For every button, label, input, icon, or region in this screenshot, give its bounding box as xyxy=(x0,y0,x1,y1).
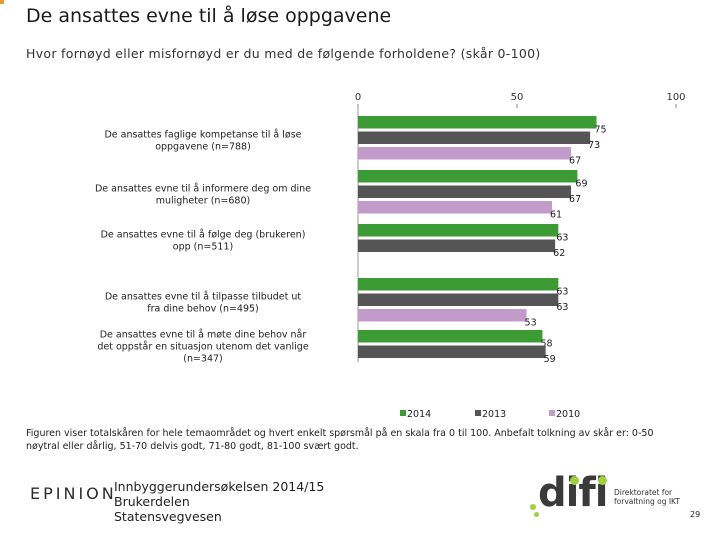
x-tick-label: 0 xyxy=(355,92,361,103)
data-label: 63 xyxy=(556,233,568,244)
project-info: Innbyggerundersøkelsen 2014/15 Brukerdel… xyxy=(114,479,324,524)
difi-logo-dot xyxy=(530,504,536,510)
corner-accent xyxy=(0,0,4,4)
data-label: 75 xyxy=(595,125,607,136)
bar-2013 xyxy=(358,185,572,198)
category-label: muligheter (n=680) xyxy=(156,195,250,206)
footnote: Figuren viser totalskåren for hele temao… xyxy=(26,428,654,452)
data-label: 73 xyxy=(588,140,600,151)
data-label: 58 xyxy=(540,339,552,350)
epinion-logo: EPINION xyxy=(30,484,117,503)
bar-2014 xyxy=(358,330,543,343)
bar-2010 xyxy=(358,201,552,214)
legend-swatch-2014 xyxy=(400,410,406,416)
bar-2014 xyxy=(358,170,578,183)
category-label: (n=347) xyxy=(183,354,223,365)
category-label: De ansattes evne til å følge deg (bruker… xyxy=(101,230,306,241)
category-label: De ansattes evne til å møte dine behov n… xyxy=(100,330,307,341)
epinion-logo-text: EPINION xyxy=(30,484,117,503)
data-label: 61 xyxy=(550,210,562,221)
bar-2014 xyxy=(358,224,559,237)
bar-2013 xyxy=(358,239,556,252)
legend-swatch-2010 xyxy=(549,410,555,416)
legend-label: 2014 xyxy=(407,409,431,420)
category-label: De ansattes evne til å tilpasse tilbudet… xyxy=(105,291,302,302)
data-label: 67 xyxy=(569,194,581,205)
difi-logo-subtitle: Direktoratet for forvaltning og IKT xyxy=(614,488,680,506)
data-label: 59 xyxy=(544,354,556,365)
category-label: De ansattes faglige kompetanse til å løs… xyxy=(104,129,301,140)
legend-label: 2010 xyxy=(556,409,580,420)
category-label: opp (n=511) xyxy=(173,242,233,253)
bar-2014 xyxy=(358,116,597,129)
project-line: Statensvegvesen xyxy=(114,509,222,524)
category-label: det oppstår en situasjon utenom det vanl… xyxy=(97,342,308,353)
project-line: Brukerdelen xyxy=(114,494,190,509)
legend-swatch-2013 xyxy=(475,410,481,416)
page-title: De ansattes evne til å løse oppgavene xyxy=(26,5,392,27)
difi-subtitle-line: forvaltning og IKT xyxy=(614,497,680,506)
x-tick-label: 100 xyxy=(666,92,685,103)
bar-2013 xyxy=(358,345,546,358)
project-line: Innbyggerundersøkelsen 2014/15 xyxy=(114,479,325,494)
difi-logo-dot xyxy=(570,476,579,485)
difi-logo-dot xyxy=(534,512,539,517)
legend-label: 2013 xyxy=(482,409,506,420)
difi-logo: difi Direktoratet for forvaltning og IKT xyxy=(530,470,690,524)
data-label: 67 xyxy=(569,156,581,167)
data-label: 63 xyxy=(556,302,568,313)
x-tick-label: 50 xyxy=(511,92,524,103)
bar-2014 xyxy=(358,278,559,291)
data-label: 62 xyxy=(553,248,565,259)
difi-subtitle-line: Direktoratet for xyxy=(614,488,673,497)
category-label: De ansattes evne til å informere deg om … xyxy=(95,183,311,194)
data-label: 53 xyxy=(525,318,537,329)
category-label: fra dine behov (n=495) xyxy=(147,303,259,314)
bar-chart: 0 50 100 75 73 67 De ansattes faglige kompetan… xyxy=(95,92,686,420)
data-label: 63 xyxy=(556,287,568,298)
data-label: 69 xyxy=(575,179,587,190)
bar-2013 xyxy=(358,293,559,306)
bar-2010 xyxy=(358,147,572,160)
difi-logo-dot xyxy=(598,476,607,485)
chart-subtitle: Hvor fornøyd eller misfornøyd er du med … xyxy=(26,46,541,61)
page-number: 29 xyxy=(690,510,701,519)
bar-2013 xyxy=(358,131,591,144)
category-label: oppgavene (n=788) xyxy=(155,141,251,152)
bar-2010 xyxy=(358,309,527,322)
